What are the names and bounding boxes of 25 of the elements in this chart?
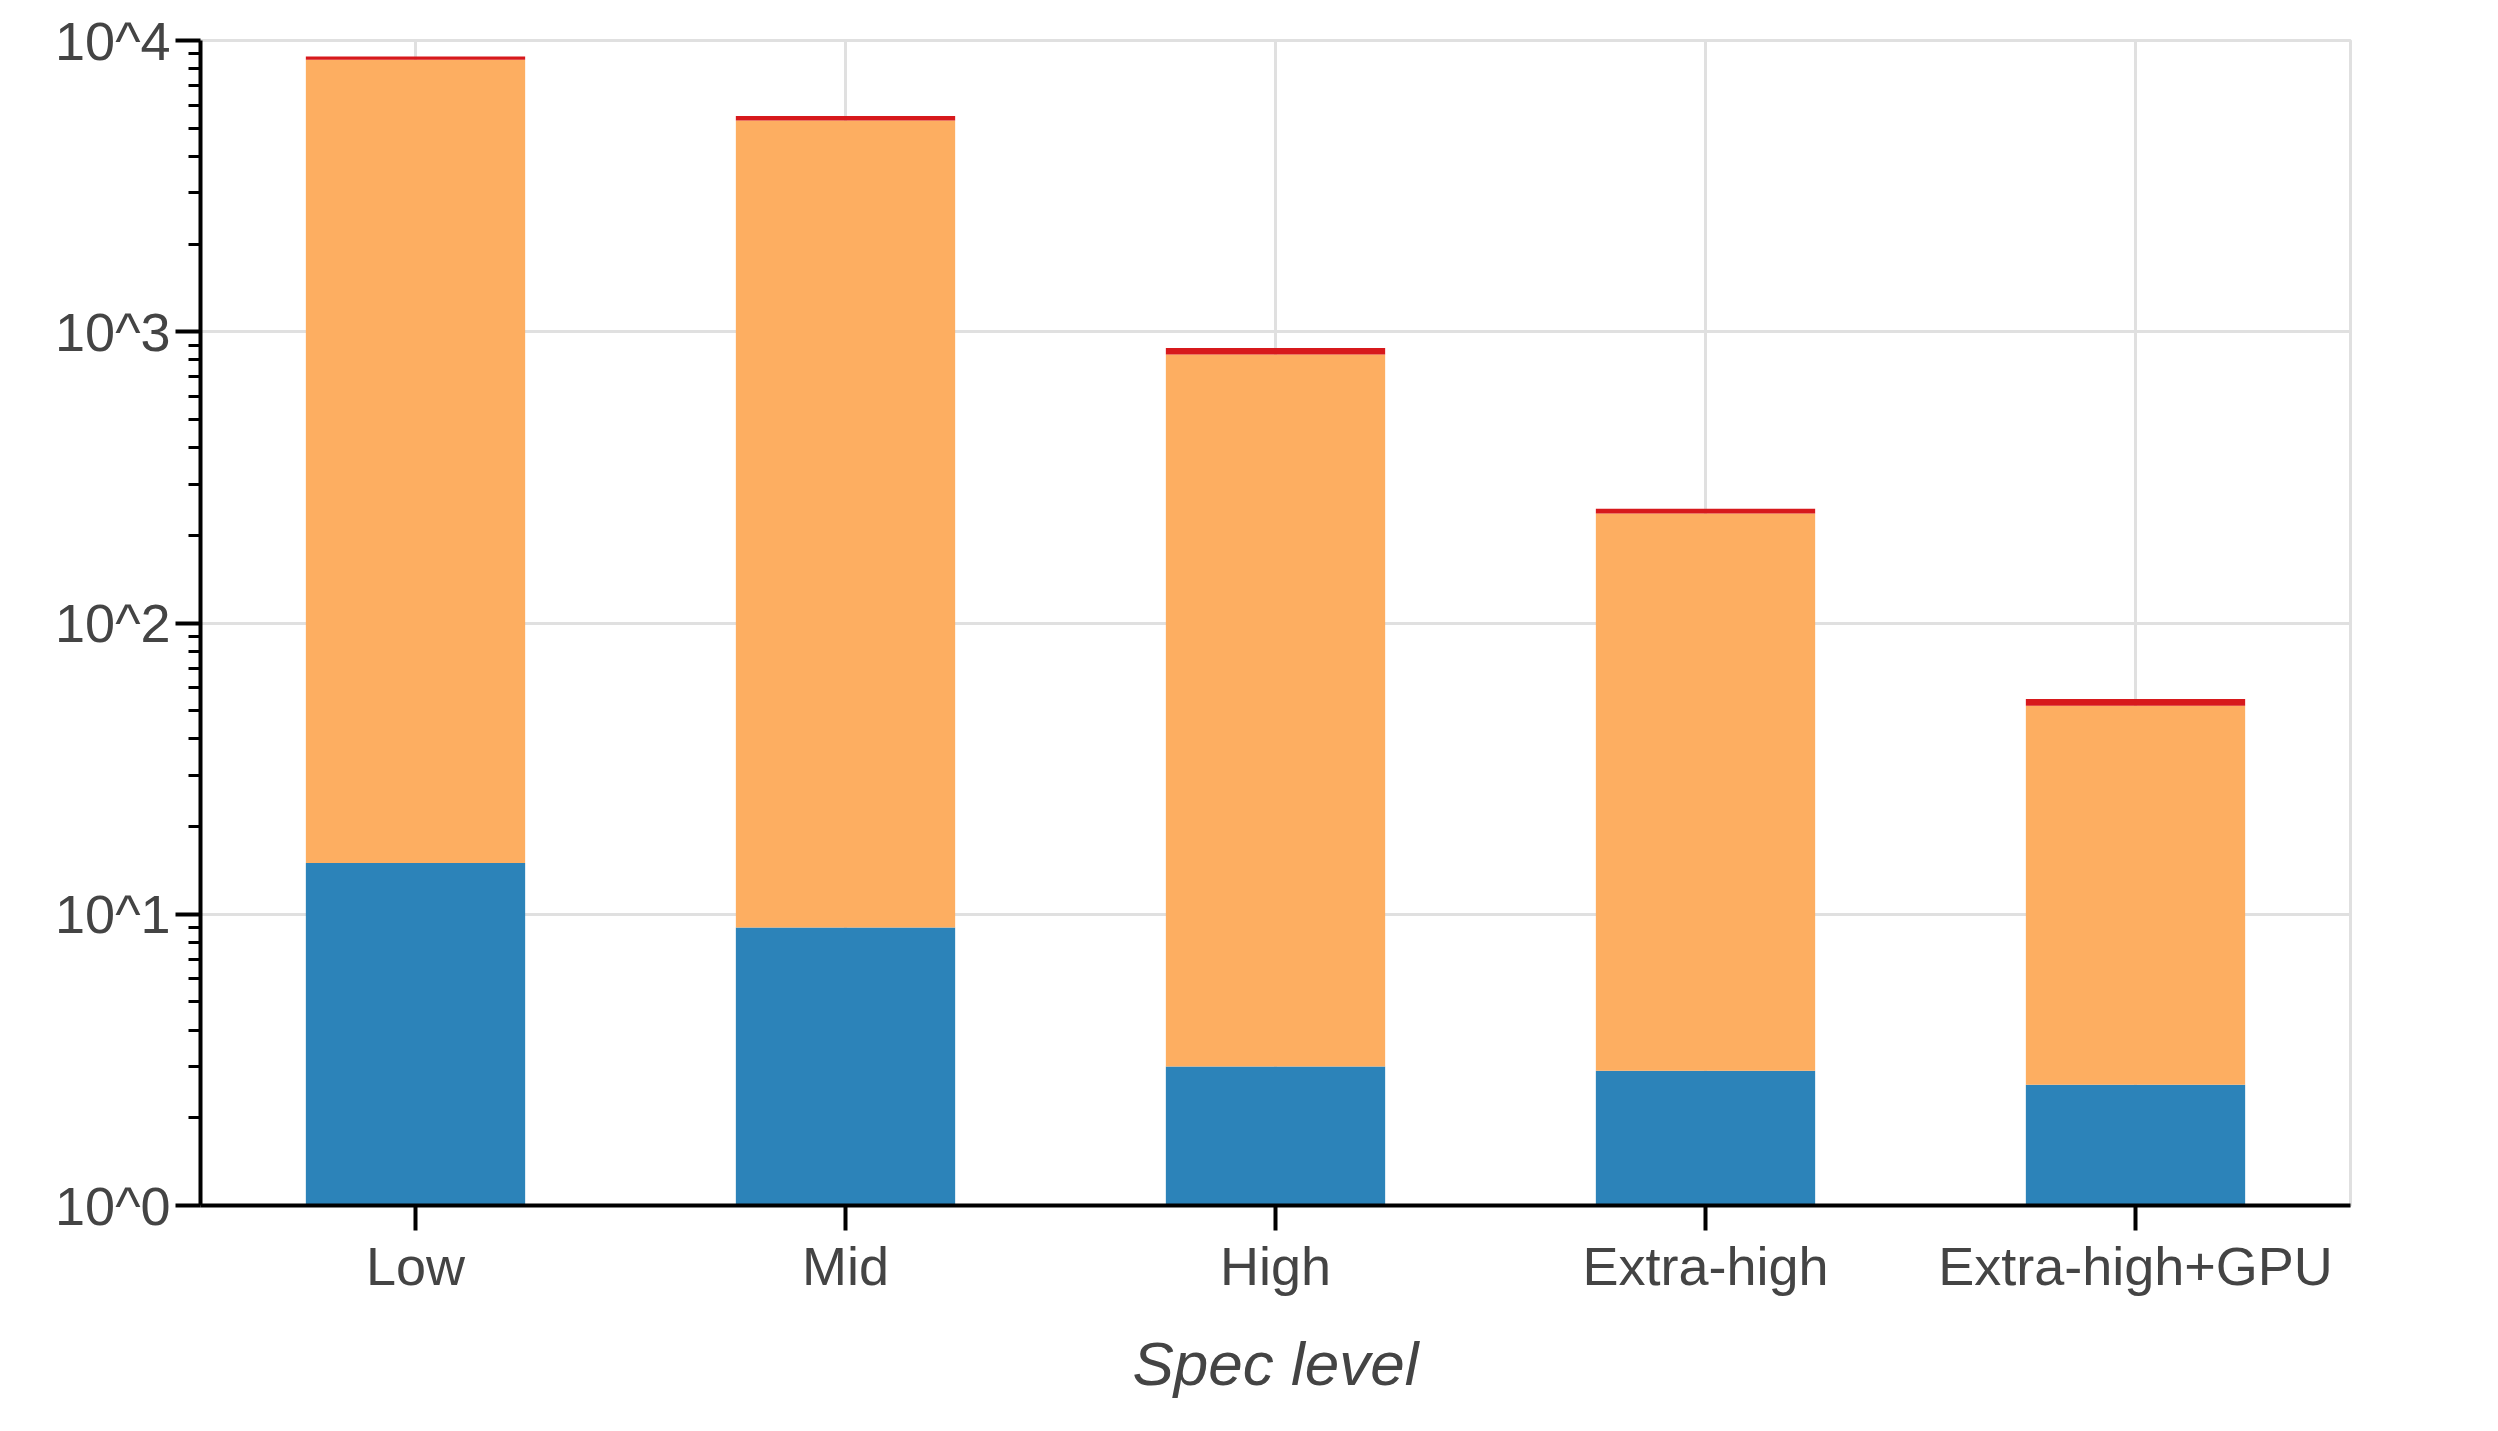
bar — [305, 59, 526, 863]
x-tick-label: High — [1219, 1235, 1332, 1296]
bar — [2025, 699, 2246, 706]
x-tick-label: Extra-high — [1582, 1235, 1829, 1296]
y-tick-label: 10^2 — [55, 593, 171, 653]
x-tick-label: Low — [365, 1235, 467, 1296]
y-tick-label: 10^0 — [55, 1175, 171, 1236]
x-tick-label: Mid — [801, 1235, 890, 1296]
bar — [735, 120, 956, 928]
bar — [1595, 1070, 1816, 1206]
y-tick-label: 10^3 — [55, 301, 171, 362]
bar — [1165, 1066, 1386, 1206]
y-tick-label: 10^4 — [55, 10, 171, 71]
bar — [735, 927, 956, 1206]
bar — [1165, 348, 1386, 355]
bar — [305, 862, 526, 1206]
x-axis-title: Spec level — [1132, 1328, 1421, 1398]
y-tick-label: 10^1 — [55, 884, 171, 945]
x-tick-label: Extra-high+GPU — [1938, 1235, 2333, 1296]
bar — [2025, 1084, 2246, 1206]
bar — [2025, 705, 2246, 1085]
bar — [1595, 513, 1816, 1071]
bar — [735, 115, 956, 121]
bar — [305, 56, 526, 60]
bar — [1165, 354, 1386, 1067]
